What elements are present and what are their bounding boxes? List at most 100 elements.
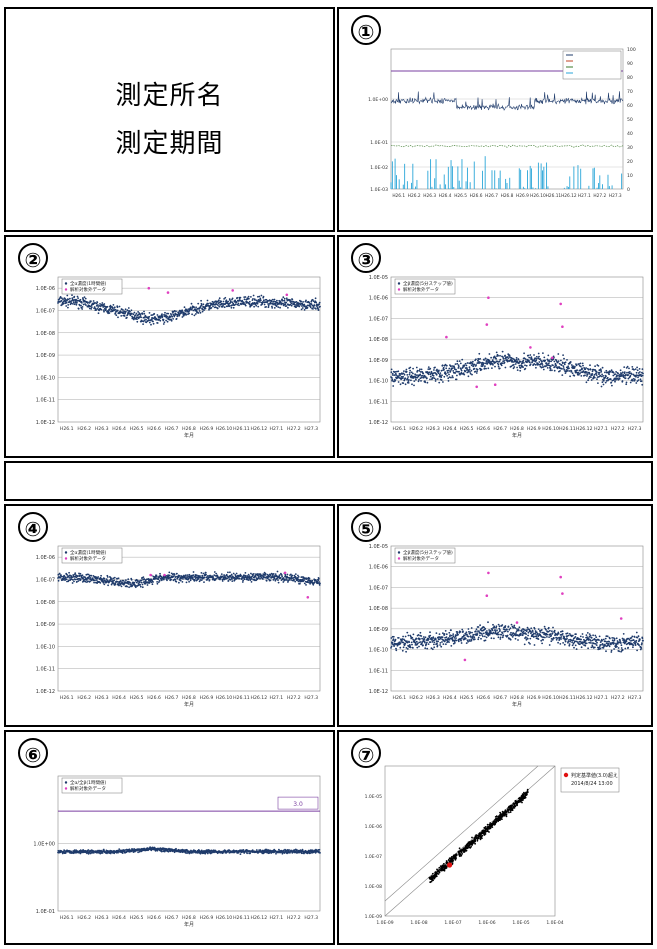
data-point [126,317,128,319]
data-point [234,300,236,302]
data-point [68,572,70,574]
data-point [436,642,438,644]
data-point [465,638,467,640]
data-point [625,377,627,379]
y-tick-label: 1.0E-12 [369,420,388,426]
data-point [635,382,637,384]
data-point [532,631,534,633]
data-point [448,632,450,634]
data-point [152,581,154,583]
data-point [78,308,80,310]
data-point [561,368,563,370]
data-point [438,382,440,384]
data-point [628,368,630,370]
x-axis-label: 年月 [184,921,194,928]
data-point [479,635,481,637]
x-tick-label: H26.9 [527,695,541,701]
data-point [203,573,205,575]
data-point [391,377,393,379]
data-point [312,584,314,586]
y-tick-label: 1.0E-12 [36,689,55,695]
data-point [195,306,197,308]
y2-tick-label: 100 [627,47,636,53]
data-point [406,374,408,376]
data-point [265,573,267,575]
data-point [540,640,542,642]
data-point [67,307,69,309]
data-point [550,365,552,367]
data-point [412,368,414,370]
data-point [641,380,643,382]
data-point [426,648,428,650]
data-point [493,638,495,640]
data-point [535,364,537,366]
data-point [411,383,413,385]
data-point [287,307,289,309]
data-point [405,383,407,385]
legend-label: 全α/全β(1時間値) [70,779,106,786]
data-point [255,305,257,307]
data-point [72,582,74,584]
data-point [591,637,593,639]
data-point [205,574,207,576]
excluded-data-point [551,357,554,360]
y-tick-label: 1.0E-06 [36,555,55,561]
plot-frame [58,546,320,691]
data-point [220,301,222,303]
x-axis-label: 年月 [184,701,194,708]
data-point [484,362,486,364]
data-point [123,580,125,582]
data-point [161,313,163,315]
data-point [404,643,406,645]
data-point [604,372,606,374]
data-point [257,296,259,298]
data-point [534,644,536,646]
data-point [591,373,593,375]
data-point [469,366,471,368]
plot-frame [391,546,643,691]
data-point [603,384,605,386]
excluded-data-point [516,621,519,624]
data-point [175,311,177,313]
data-point [94,580,96,582]
data-point [277,571,279,573]
data-point [629,371,631,373]
data-point [408,641,410,643]
data-point [642,368,644,370]
data-point [564,364,566,366]
data-point [415,638,417,640]
data-point [600,371,602,373]
x-tick-label: H26.3 [423,193,436,199]
data-point [439,633,441,635]
data-point [157,314,159,316]
y-tick-label: 1.0E-06 [369,565,388,571]
data-point [134,582,136,584]
data-point [420,380,422,382]
data-point [477,840,479,842]
data-point [487,367,489,369]
data-point [412,373,414,375]
data-point [253,306,255,308]
data-point [107,584,109,586]
chart-svg: 1.0E-061.0E-071.0E-081.0E-091.0E-101.0E-… [6,237,335,458]
data-point [217,304,219,306]
data-point [442,632,444,634]
data-point [636,650,638,652]
data-point [406,632,408,634]
x-tick-label: H27.3 [304,426,318,432]
data-point [594,365,596,367]
data-point [169,575,171,577]
data-point [153,323,155,325]
y2-tick-label: 60 [627,103,633,109]
data-point [319,306,321,308]
data-point [562,354,564,356]
data-point [390,637,392,639]
data-point [631,636,633,638]
data-point [562,630,564,632]
data-point [512,636,514,638]
data-point [157,583,159,585]
chart-svg: 1.0E-051.0E-061.0E-071.0E-081.0E-091.0E-… [339,237,653,458]
data-point [523,631,525,633]
data-point [259,296,261,298]
data-point [573,375,575,377]
